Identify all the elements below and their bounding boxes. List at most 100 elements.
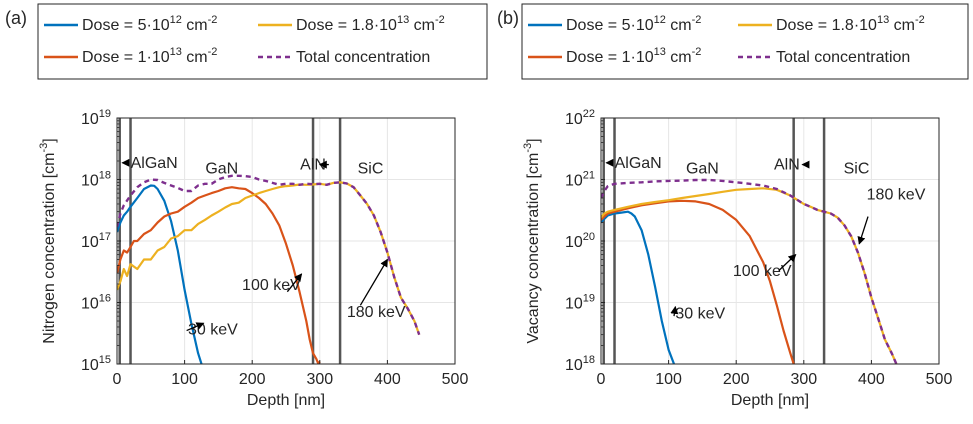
text-span: AlN — [774, 157, 800, 174]
text-span: -2 — [435, 14, 445, 26]
text-span: -2 — [692, 46, 702, 58]
energy-annotation-arrow — [857, 216, 869, 245]
text-span: ] — [525, 138, 542, 142]
text-span: 21 — [583, 170, 595, 182]
text-span: 18 — [99, 170, 111, 182]
series-line-3 — [601, 178, 898, 364]
x-tick-label: 400 — [858, 371, 885, 388]
text-span: (b) — [497, 8, 519, 28]
x-tick-label: 0 — [113, 371, 122, 388]
text-span: 19 — [583, 293, 595, 305]
text-span: 10 — [81, 234, 99, 251]
legend-entry: Dose = 1·1013 cm-2 — [82, 46, 217, 66]
text-span: Total concentration — [296, 49, 430, 66]
text-span: 13 — [170, 46, 182, 58]
energy-annotation: 100 keV — [733, 263, 792, 280]
text-span: Total concentration — [776, 49, 910, 66]
y-tick-label: 1016 — [81, 293, 111, 313]
y-tick-label: 1018 — [565, 354, 595, 374]
text-span: 10 — [565, 173, 583, 190]
text-span: 13 — [397, 14, 409, 26]
text-span: 15 — [99, 354, 111, 366]
text-span: 10 — [81, 173, 99, 190]
text-span: Nitrogen concentration [cm — [41, 153, 58, 344]
text-span: 10 — [81, 357, 99, 374]
layer-label: SiC — [844, 161, 870, 178]
series-line-1 — [117, 186, 321, 364]
y-tick-label: 1022 — [565, 108, 595, 128]
text-span: 12 — [170, 14, 182, 26]
text-span: AlGaN — [615, 155, 662, 172]
text-span: GaN — [686, 161, 719, 178]
text-span: cm — [409, 17, 435, 34]
text-span: Dose = 1·10 — [566, 49, 654, 66]
layer-label: AlGaN — [615, 155, 662, 172]
x-tick-label: 0 — [597, 371, 606, 388]
text-span: Dose = 5·10 — [566, 17, 654, 34]
y-tick-label: 1019 — [81, 108, 111, 128]
legend-entry: Dose = 5·1012 cm-2 — [566, 14, 701, 34]
text-span: 16 — [99, 293, 111, 305]
y-tick-label: 1018 — [81, 170, 111, 190]
text-span: cm — [666, 49, 692, 66]
x-tick-label: 100 — [655, 371, 682, 388]
text-span: cm — [666, 17, 692, 34]
layer-label: AlGaN — [131, 155, 178, 172]
legend-entry: Dose = 1·1013 cm-2 — [566, 46, 701, 66]
layer-label: SiC — [358, 161, 384, 178]
chart-panel-b: (b)0 100 200 300 400 50010181019102010211022D… — [497, 3, 969, 409]
text-span: Depth [nm] — [247, 392, 325, 409]
text-span: 12 — [654, 14, 666, 26]
energy-annotation: 180 keV — [347, 304, 406, 321]
x-tick-label: 300 — [306, 371, 333, 388]
text-span: Dose = 1.8·10 — [296, 17, 397, 34]
text-span: 10 — [565, 111, 583, 128]
text-span: cm — [182, 17, 208, 34]
energy-annotation: 30 keV — [675, 305, 725, 322]
energy-annotation-arrow — [670, 305, 679, 317]
text-span: 22 — [583, 108, 595, 120]
text-span: cm — [182, 49, 208, 66]
energy-annotation-arrow — [359, 258, 388, 306]
energy-annotation-arrow — [186, 322, 205, 332]
energy-annotation: 100 keV — [242, 277, 301, 294]
text-span: 30 keV — [188, 322, 238, 339]
text-span: 10 — [565, 296, 583, 313]
text-span: -2 — [692, 14, 702, 26]
x-tick-label: 200 — [239, 371, 266, 388]
text-span: AlGaN — [131, 155, 178, 172]
legend-entry: Dose = 1.8·1013 cm-2 — [776, 14, 925, 34]
text-span: Vacancy concentration [cm — [525, 153, 542, 344]
legend-entry: Dose = 5·1012 cm-2 — [82, 14, 217, 34]
text-span: 13 — [654, 46, 666, 58]
layer-label: GaN — [205, 161, 238, 178]
x-tick-label: 300 — [790, 371, 817, 388]
y-tick-label: 1019 — [565, 293, 595, 313]
x-axis-label: Depth [nm] — [731, 392, 809, 409]
text-span: -2 — [915, 14, 925, 26]
series-line-0 — [117, 184, 203, 364]
text-span: 13 — [877, 14, 889, 26]
panel-label: (b) — [497, 8, 519, 28]
text-span: -3 — [38, 143, 50, 153]
text-span: 20 — [583, 231, 595, 243]
text-span: 18 — [583, 354, 595, 366]
legend-entry: Total concentration — [296, 49, 430, 66]
y-axis-label: Vacancy concentration [cm-3] — [522, 138, 542, 343]
text-span: Depth [nm] — [731, 392, 809, 409]
text-span: Dose = 5·10 — [82, 17, 170, 34]
chart-panel-a: (a)0 100 200 300 400 50010151016101710181019D… — [5, 3, 488, 409]
layer-label: GaN — [686, 161, 719, 178]
text-span: 100 keV — [242, 277, 301, 294]
text-span: (a) — [5, 8, 27, 28]
layer-label: AlN — [774, 157, 800, 174]
energy-annotation-arrow — [778, 253, 797, 272]
legend-box — [37, 3, 488, 80]
text-span: 30 keV — [675, 305, 725, 322]
text-span: 100 keV — [733, 263, 792, 280]
y-axis-label: Nitrogen concentration [cm-3] — [38, 138, 58, 343]
text-span: 17 — [99, 231, 111, 243]
x-axis-label: Depth [nm] — [247, 392, 325, 409]
text-span: cm — [889, 17, 915, 34]
